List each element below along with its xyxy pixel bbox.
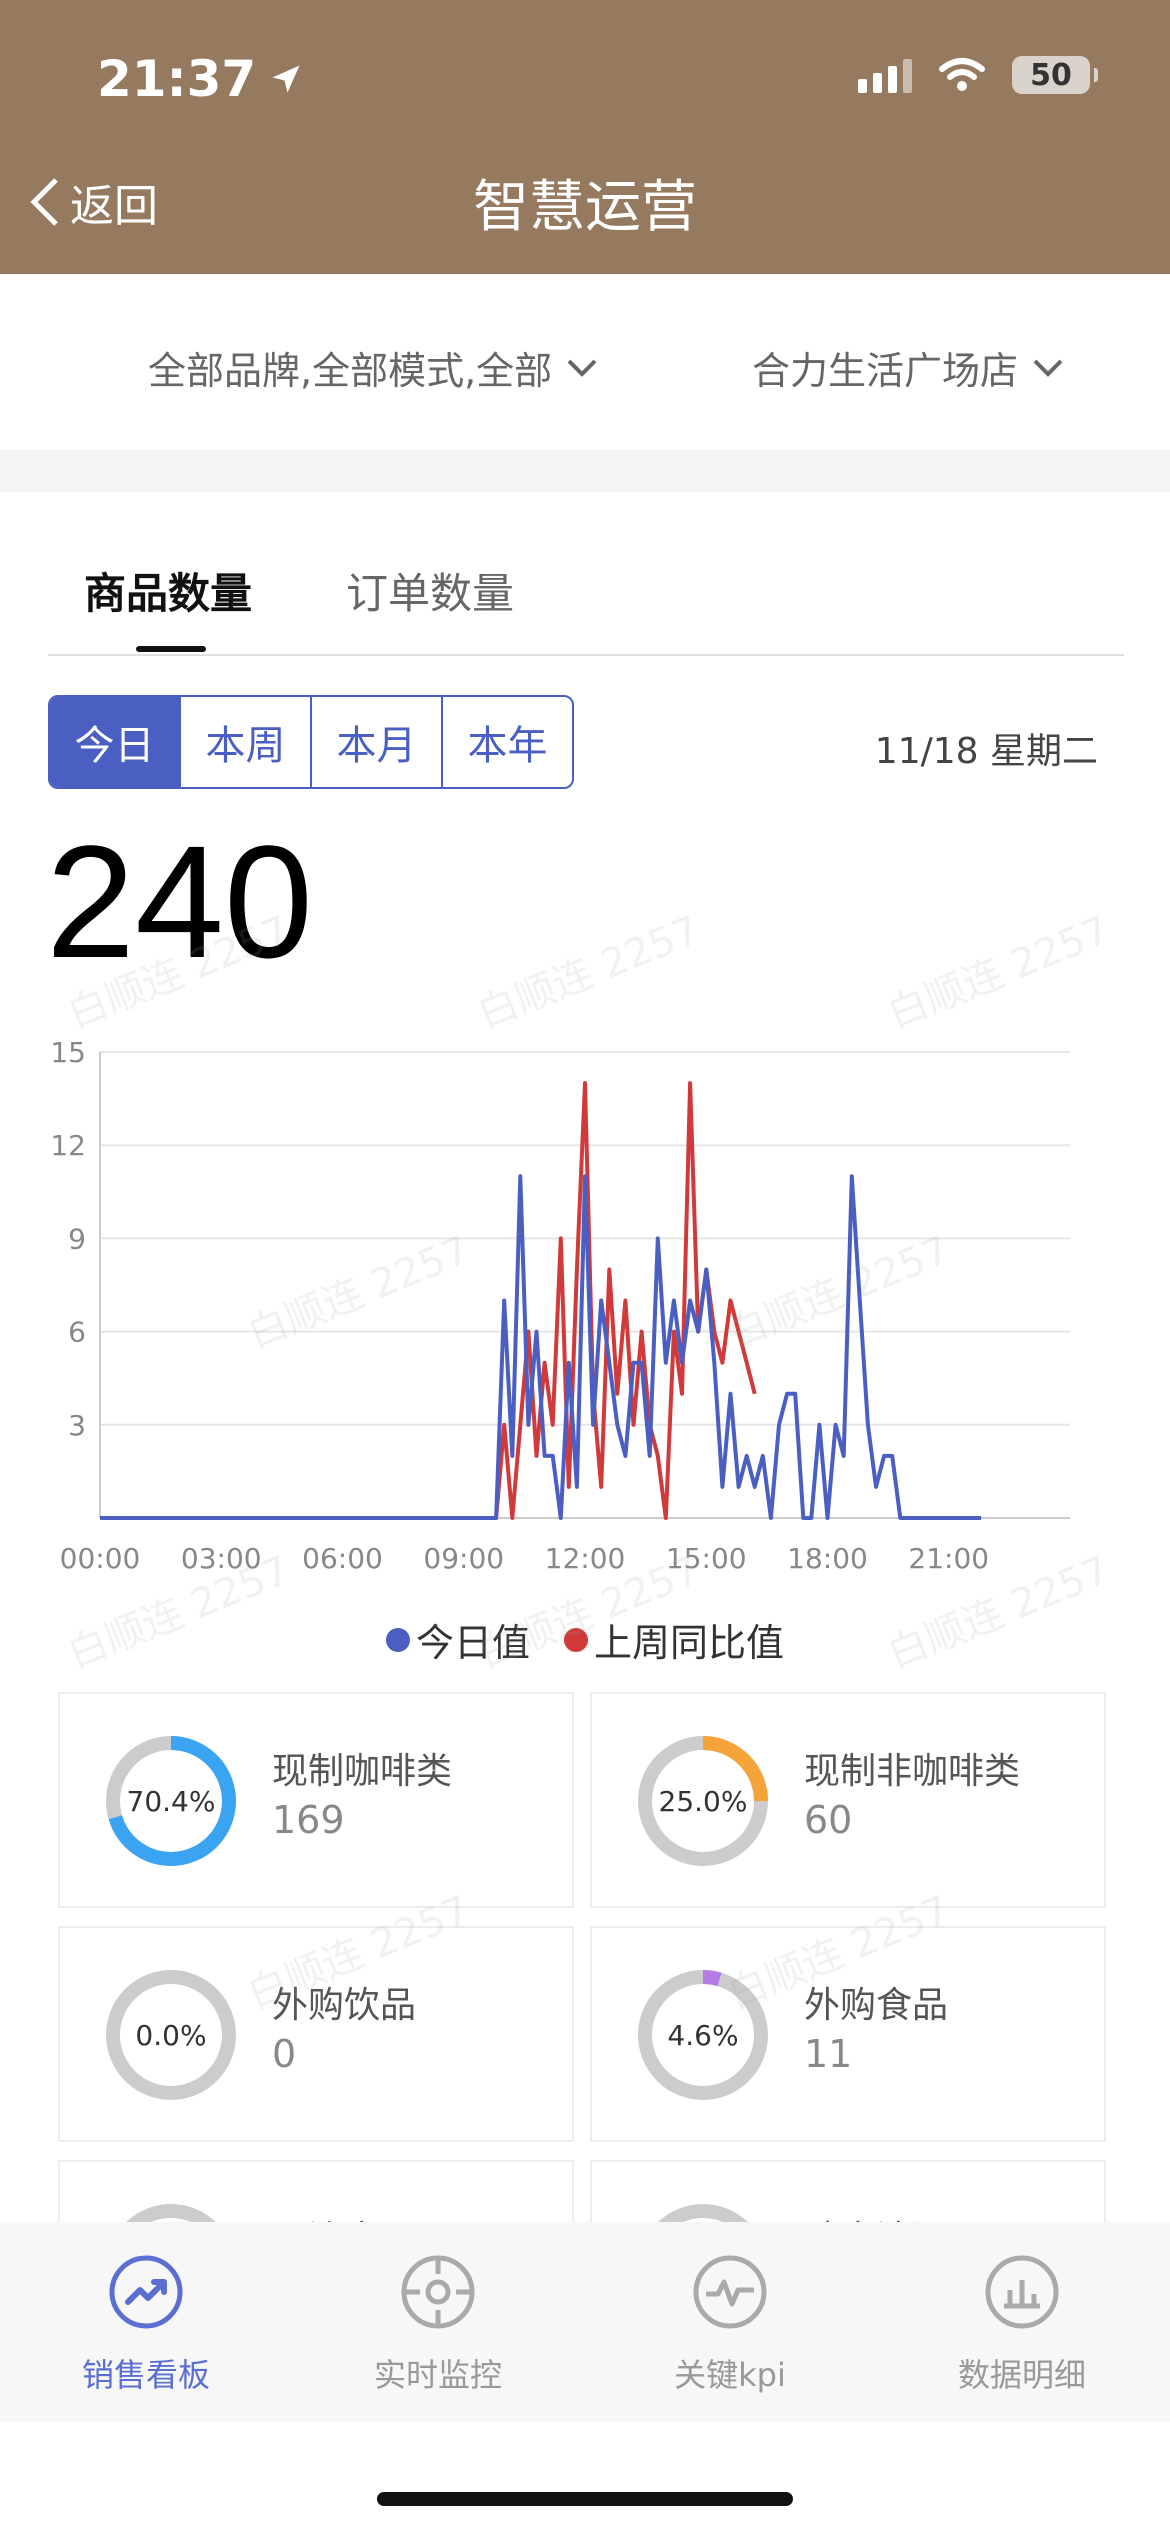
- clock: 21:37: [97, 50, 257, 108]
- nav-realtime-monitor[interactable]: 实时监控: [292, 2252, 584, 2396]
- home-indicator: [377, 2492, 793, 2506]
- wifi-icon: [939, 58, 985, 91]
- x-tick-label: 18:00: [787, 1542, 868, 1570]
- category-value: 169: [272, 1798, 345, 1842]
- x-tick-label: 03:00: [181, 1542, 262, 1570]
- battery-level: 50: [1030, 57, 1072, 93]
- location-arrow-icon: [272, 65, 300, 93]
- donut-ring: [638, 1970, 768, 2100]
- chevron-down-icon: [1033, 359, 1063, 377]
- back-label: 返回: [70, 181, 158, 232]
- category-value: 60: [804, 1798, 853, 1842]
- battery-indicator: 50: [1012, 56, 1098, 94]
- category-name: 现制咖啡类: [272, 1751, 453, 1792]
- category-value: 11: [804, 2032, 853, 2076]
- donut-ring: [106, 1970, 236, 2100]
- y-tick-label: 12: [50, 1129, 86, 1162]
- section-separator: [0, 450, 1170, 492]
- category-card[interactable]: 70.4% 现制咖啡类 169: [58, 1692, 574, 1908]
- nav-label: 销售看板: [81, 2356, 210, 2394]
- category-percent: 25.0%: [658, 1784, 748, 1818]
- category-card[interactable]: 0.0% 外购饮品 0: [58, 1926, 574, 2142]
- nav-sales-dashboard[interactable]: 销售看板: [0, 2252, 292, 2396]
- period-today[interactable]: 今日: [50, 697, 179, 787]
- tab-divider: [48, 654, 1124, 656]
- trend-icon: [109, 2255, 183, 2329]
- category-value: 0: [272, 2032, 297, 2076]
- bar-chart-icon: [985, 2255, 1059, 2329]
- chevron-down-icon: [567, 359, 597, 377]
- x-tick-label: 12:00: [545, 1542, 626, 1570]
- legend-dot-last-week: [564, 1627, 588, 1652]
- period-selector: 今日 本周 本月 本年: [48, 695, 574, 789]
- tab-item-quantity[interactable]: 商品数量: [84, 569, 253, 618]
- period-month[interactable]: 本月: [310, 697, 441, 787]
- active-tab-indicator: [136, 646, 206, 652]
- legend-item-today[interactable]: 今日值: [385, 1612, 530, 1667]
- category-name: 外购饮品: [272, 1985, 417, 2026]
- category-card[interactable]: 4.6% 外购食品 11: [590, 1926, 1106, 2142]
- cellular-signal-icon: [858, 57, 912, 93]
- status-icons: 50: [858, 56, 1098, 94]
- filter-bar: 全部品牌,全部模式,全部 合力生活广场店: [0, 274, 1170, 450]
- brand-filter-label: 全部品牌,全部模式,全部: [148, 349, 553, 393]
- donut-ring: [106, 1736, 236, 1866]
- y-tick-label: 6: [68, 1316, 86, 1349]
- nav-key-kpi[interactable]: 关键kpi: [584, 2252, 876, 2396]
- category-percent: 0.0%: [135, 2018, 207, 2052]
- period-week[interactable]: 本周: [179, 697, 310, 787]
- legend-dot-today: [385, 1627, 410, 1652]
- category-card[interactable]: 25.0% 现制非咖啡类 60: [590, 1692, 1106, 1908]
- y-tick-label: 9: [68, 1222, 86, 1255]
- back-button[interactable]: 返回: [28, 170, 158, 234]
- line-chart: 3 6 9 12 15 00:00 03:00 06:00 09:00 12:00 15:00 18:…: [50, 1036, 1070, 1570]
- store-filter-dropdown[interactable]: 合力生活广场店: [752, 340, 1064, 395]
- watermark: 白顺连 2257: [471, 907, 707, 1038]
- legend-label-last-week: 上周同比值: [594, 1621, 785, 1665]
- date-label: 11/18 星期二: [874, 731, 1098, 772]
- chevron-left-icon: [30, 178, 58, 226]
- nav-label: 实时监控: [373, 2356, 502, 2394]
- x-tick-label: 06:00: [302, 1542, 383, 1570]
- nav-data-detail[interactable]: 数据明细: [876, 2252, 1168, 2396]
- x-tick-label: 21:00: [908, 1542, 989, 1570]
- tab-order-quantity[interactable]: 订单数量: [346, 569, 515, 618]
- series-line-today: [100, 1174, 982, 1520]
- watermark: 白顺连 2257: [881, 907, 1117, 1038]
- x-tick-label: 00:00: [60, 1542, 141, 1570]
- pulse-icon: [693, 2255, 767, 2329]
- x-tick-label: 09:00: [423, 1542, 504, 1570]
- crosshair-icon: [401, 2255, 475, 2329]
- category-percent: 4.6%: [667, 2018, 739, 2052]
- nav-label: 关键kpi: [674, 2356, 786, 2394]
- y-tick-label: 15: [50, 1036, 86, 1069]
- donut-ring: [638, 1736, 768, 1866]
- category-percent: 70.4%: [126, 1784, 216, 1818]
- status-time: 21:37: [97, 50, 304, 108]
- legend-label-today: 今日值: [415, 1621, 530, 1665]
- brand-filter-dropdown[interactable]: 全部品牌,全部模式,全部: [148, 340, 598, 395]
- app-header: 21:37 50 返回 智慧运营: [0, 0, 1170, 274]
- bottom-tab-bar: 销售看板 实时监控 关键kpi 数据明细: [0, 2222, 1170, 2422]
- legend-item-last-week[interactable]: 上周同比值: [564, 1612, 784, 1667]
- y-tick-label: 3: [68, 1409, 86, 1442]
- category-name: 现制非咖啡类: [804, 1751, 1021, 1792]
- x-tick-label: 15:00: [666, 1542, 747, 1570]
- store-filter-label: 合力生活广场店: [752, 349, 1019, 393]
- nav-label: 数据明细: [957, 2356, 1086, 2394]
- chart-legend: 今日值 上周同比值: [0, 1612, 1170, 1667]
- page-title: 智慧运营: [473, 175, 697, 240]
- total-value: 240: [46, 812, 313, 991]
- period-year[interactable]: 本年: [441, 697, 572, 787]
- category-name: 外购食品: [804, 1985, 949, 2026]
